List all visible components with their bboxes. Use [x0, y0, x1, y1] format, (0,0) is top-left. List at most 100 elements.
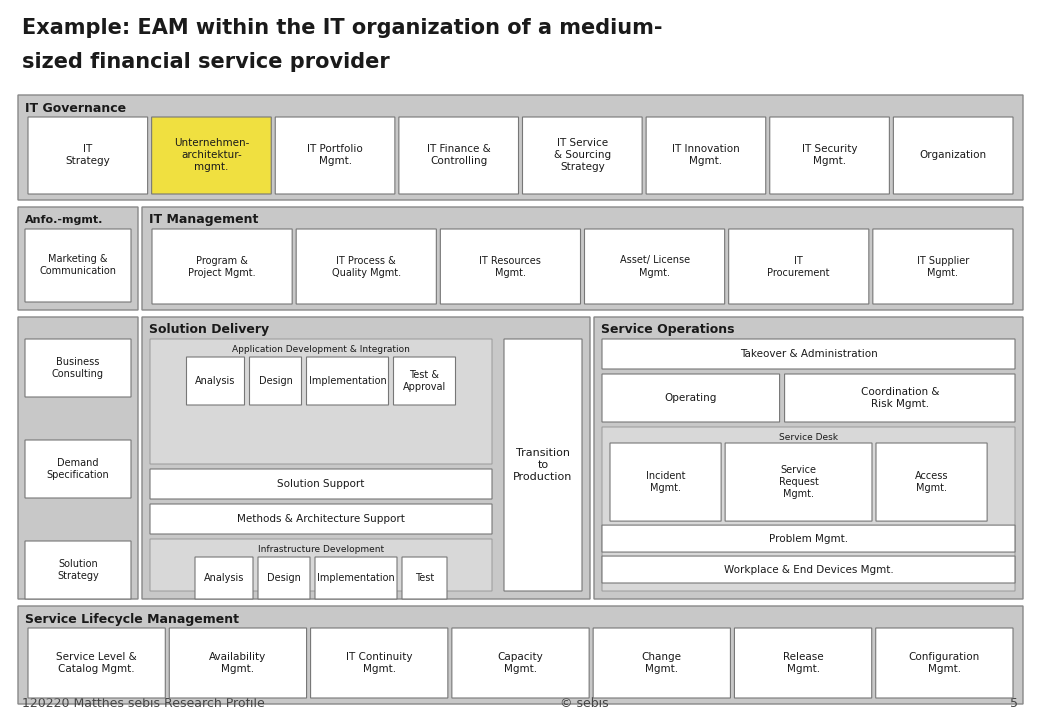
Text: Service
Request
Mgmt.: Service Request Mgmt.: [779, 465, 818, 499]
Text: IT Portfolio
Mgmt.: IT Portfolio Mgmt.: [307, 145, 363, 166]
Text: Configuration
Mgmt.: Configuration Mgmt.: [909, 652, 980, 674]
FancyBboxPatch shape: [150, 504, 492, 534]
Text: sized financial service provider: sized financial service provider: [22, 52, 390, 72]
FancyBboxPatch shape: [142, 317, 590, 599]
FancyBboxPatch shape: [893, 117, 1013, 194]
Text: Methods & Architecture Support: Methods & Architecture Support: [237, 514, 405, 524]
FancyBboxPatch shape: [876, 628, 1013, 698]
FancyBboxPatch shape: [602, 525, 1015, 552]
Text: Asset/ License
Mgmt.: Asset/ License Mgmt.: [620, 256, 690, 277]
FancyBboxPatch shape: [250, 357, 302, 405]
Text: Service Operations: Service Operations: [601, 323, 734, 336]
Text: Solution
Strategy: Solution Strategy: [57, 559, 99, 581]
Text: Access
Mgmt.: Access Mgmt.: [915, 471, 948, 493]
FancyBboxPatch shape: [276, 117, 395, 194]
Text: IT Process &
Quality Mgmt.: IT Process & Quality Mgmt.: [332, 256, 400, 277]
Text: Test: Test: [415, 573, 434, 583]
Text: Availability
Mgmt.: Availability Mgmt.: [209, 652, 266, 674]
Text: IT Management: IT Management: [149, 214, 258, 227]
Text: IT Resources
Mgmt.: IT Resources Mgmt.: [479, 256, 542, 277]
Text: © sebis: © sebis: [560, 697, 608, 710]
Text: Anfo.-mgmt.: Anfo.-mgmt.: [25, 215, 103, 225]
Text: Example: EAM within the IT organization of a medium-: Example: EAM within the IT organization …: [22, 18, 662, 38]
FancyBboxPatch shape: [876, 443, 987, 521]
Text: Coordination &
Risk Mgmt.: Coordination & Risk Mgmt.: [860, 387, 939, 409]
FancyBboxPatch shape: [451, 628, 589, 698]
FancyBboxPatch shape: [196, 557, 253, 599]
Text: IT Continuity
Mgmt.: IT Continuity Mgmt.: [346, 652, 413, 674]
FancyBboxPatch shape: [440, 229, 580, 304]
Text: Analysis: Analysis: [196, 376, 236, 386]
Text: Implementation: Implementation: [317, 573, 395, 583]
FancyBboxPatch shape: [25, 339, 131, 397]
Text: Service Level &
Catalog Mgmt.: Service Level & Catalog Mgmt.: [56, 652, 137, 674]
Text: Infrastructure Development: Infrastructure Development: [258, 544, 384, 554]
Text: IT
Procurement: IT Procurement: [768, 256, 830, 277]
FancyBboxPatch shape: [18, 606, 1023, 704]
Text: IT Governance: IT Governance: [25, 102, 126, 114]
FancyBboxPatch shape: [602, 339, 1015, 369]
Text: Workplace & End Devices Mgmt.: Workplace & End Devices Mgmt.: [724, 564, 893, 575]
FancyBboxPatch shape: [150, 339, 492, 464]
FancyBboxPatch shape: [307, 357, 389, 405]
FancyBboxPatch shape: [142, 207, 1023, 310]
FancyBboxPatch shape: [522, 117, 642, 194]
Text: IT Security
Mgmt.: IT Security Mgmt.: [802, 145, 857, 166]
FancyBboxPatch shape: [584, 229, 725, 304]
FancyBboxPatch shape: [399, 117, 519, 194]
FancyBboxPatch shape: [186, 357, 244, 405]
Text: Application Development & Integration: Application Development & Integration: [232, 344, 410, 354]
Text: Service Desk: Service Desk: [779, 433, 838, 441]
FancyBboxPatch shape: [25, 440, 131, 498]
FancyBboxPatch shape: [296, 229, 437, 304]
FancyBboxPatch shape: [152, 117, 271, 194]
Text: 5: 5: [1010, 697, 1018, 710]
Text: Solution Support: Solution Support: [278, 479, 365, 489]
FancyBboxPatch shape: [646, 117, 765, 194]
FancyBboxPatch shape: [150, 539, 492, 591]
FancyBboxPatch shape: [770, 117, 889, 194]
Text: Solution Delivery: Solution Delivery: [149, 323, 269, 336]
FancyBboxPatch shape: [725, 443, 872, 521]
FancyBboxPatch shape: [152, 229, 292, 304]
Text: Organization: Organization: [919, 150, 987, 161]
Text: Problem Mgmt.: Problem Mgmt.: [769, 534, 848, 544]
FancyBboxPatch shape: [18, 95, 1023, 200]
Text: Demand
Specification: Demand Specification: [47, 458, 109, 480]
FancyBboxPatch shape: [258, 557, 310, 599]
FancyBboxPatch shape: [315, 557, 397, 599]
Text: IT
Strategy: IT Strategy: [66, 145, 110, 166]
FancyBboxPatch shape: [729, 229, 868, 304]
FancyBboxPatch shape: [18, 207, 138, 310]
FancyBboxPatch shape: [593, 628, 730, 698]
Text: Test &
Approval: Test & Approval: [402, 370, 446, 392]
FancyBboxPatch shape: [170, 628, 307, 698]
Text: Program &
Project Mgmt.: Program & Project Mgmt.: [188, 256, 256, 277]
Text: IT Service
& Sourcing
Strategy: IT Service & Sourcing Strategy: [553, 138, 610, 173]
Text: Implementation: Implementation: [309, 376, 387, 386]
FancyBboxPatch shape: [602, 374, 780, 422]
FancyBboxPatch shape: [393, 357, 456, 405]
FancyBboxPatch shape: [504, 339, 582, 591]
FancyBboxPatch shape: [610, 443, 721, 521]
FancyBboxPatch shape: [594, 317, 1023, 599]
FancyBboxPatch shape: [28, 628, 165, 698]
FancyBboxPatch shape: [28, 117, 148, 194]
Text: Business
Consulting: Business Consulting: [52, 357, 104, 379]
FancyBboxPatch shape: [402, 557, 447, 599]
Text: 120220 Matthes sebis Research Profile: 120220 Matthes sebis Research Profile: [22, 697, 265, 710]
FancyBboxPatch shape: [602, 427, 1015, 591]
Text: Unternehmen-
architektur-
mgmt.: Unternehmen- architektur- mgmt.: [174, 138, 250, 173]
Text: Service Lifecycle Management: Service Lifecycle Management: [25, 613, 239, 626]
Text: Release
Mgmt.: Release Mgmt.: [783, 652, 824, 674]
Text: Operating: Operating: [665, 393, 717, 403]
Text: Capacity
Mgmt.: Capacity Mgmt.: [497, 652, 543, 674]
Text: Takeover & Administration: Takeover & Administration: [739, 349, 878, 359]
FancyBboxPatch shape: [602, 556, 1015, 583]
FancyBboxPatch shape: [311, 628, 448, 698]
Text: Analysis: Analysis: [204, 573, 244, 583]
FancyBboxPatch shape: [734, 628, 872, 698]
FancyBboxPatch shape: [873, 229, 1013, 304]
FancyBboxPatch shape: [150, 469, 492, 499]
Text: IT Supplier
Mgmt.: IT Supplier Mgmt.: [917, 256, 969, 277]
